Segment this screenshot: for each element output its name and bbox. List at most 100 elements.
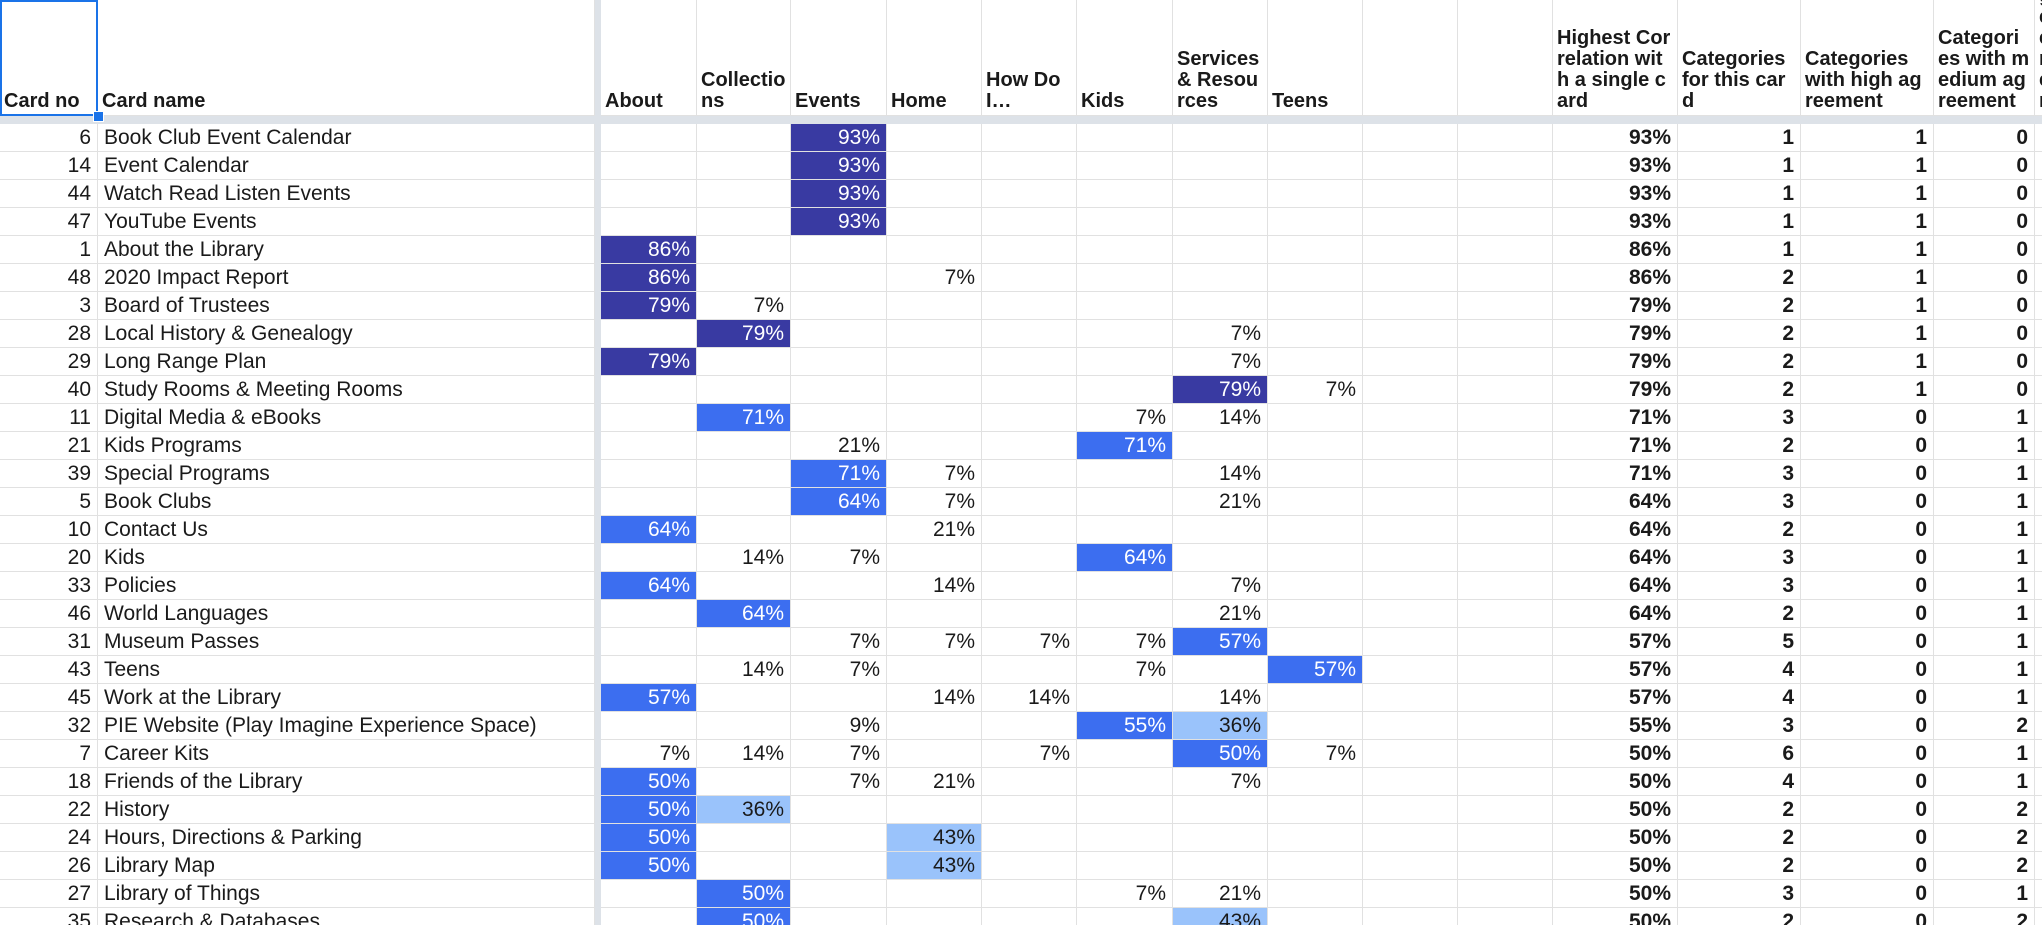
category-percent-cell[interactable]: 71% bbox=[697, 404, 791, 432]
category-percent-cell[interactable] bbox=[697, 376, 791, 404]
category-percent-cell[interactable]: 79% bbox=[601, 292, 697, 320]
card-no-cell[interactable]: 46 bbox=[0, 600, 98, 628]
categories-count-cell[interactable]: 3 bbox=[1678, 460, 1801, 488]
high-agreement-cell[interactable]: 0 bbox=[1801, 432, 1934, 460]
category-percent-cell[interactable] bbox=[982, 292, 1077, 320]
card-no-cell[interactable]: 35 bbox=[0, 908, 98, 925]
empty-cell[interactable] bbox=[1458, 712, 1553, 740]
category-percent-cell[interactable]: 93% bbox=[791, 180, 887, 208]
high-agreement-cell[interactable]: 1 bbox=[1801, 236, 1934, 264]
category-percent-cell[interactable]: 14% bbox=[887, 684, 982, 712]
category-percent-cell[interactable]: 7% bbox=[1173, 768, 1268, 796]
empty-cell[interactable] bbox=[1458, 544, 1553, 572]
highest-correlation-cell[interactable]: 79% bbox=[1553, 348, 1678, 376]
empty-cell[interactable] bbox=[1363, 740, 1458, 768]
highest-correlation-cell[interactable]: 57% bbox=[1553, 656, 1678, 684]
category-percent-cell[interactable] bbox=[1268, 488, 1363, 516]
category-percent-cell[interactable] bbox=[601, 908, 697, 925]
category-percent-cell[interactable]: 14% bbox=[1173, 684, 1268, 712]
category-percent-cell[interactable] bbox=[887, 880, 982, 908]
category-percent-cell[interactable] bbox=[601, 656, 697, 684]
card-no-cell[interactable]: 27 bbox=[0, 880, 98, 908]
category-percent-cell[interactable] bbox=[982, 208, 1077, 236]
categories-count-cell[interactable]: 3 bbox=[1678, 544, 1801, 572]
categories-count-cell[interactable]: 2 bbox=[1678, 292, 1801, 320]
high-agreement-cell[interactable]: 1 bbox=[1801, 152, 1934, 180]
category-percent-cell[interactable] bbox=[1173, 124, 1268, 152]
medium-agreement-cell[interactable]: 1 bbox=[1934, 628, 2035, 656]
highest-correlation-cell[interactable]: 64% bbox=[1553, 600, 1678, 628]
category-percent-cell[interactable]: 64% bbox=[601, 572, 697, 600]
column-header-events[interactable]: Events bbox=[791, 0, 887, 116]
empty-cell[interactable] bbox=[1363, 908, 1458, 925]
category-percent-cell[interactable] bbox=[982, 236, 1077, 264]
card-no-cell[interactable]: 6 bbox=[0, 124, 98, 152]
category-percent-cell[interactable] bbox=[1077, 208, 1173, 236]
card-name-cell[interactable]: Work at the Library bbox=[98, 684, 595, 712]
category-percent-cell[interactable] bbox=[1173, 264, 1268, 292]
card-no-cell[interactable]: 39 bbox=[0, 460, 98, 488]
medium-agreement-cell[interactable]: 0 bbox=[1934, 292, 2035, 320]
categories-count-cell[interactable]: 2 bbox=[1678, 432, 1801, 460]
empty-cell[interactable] bbox=[1363, 572, 1458, 600]
empty-cell[interactable] bbox=[1458, 824, 1553, 852]
category-percent-cell[interactable] bbox=[982, 460, 1077, 488]
medium-agreement-cell[interactable]: 1 bbox=[1934, 880, 2035, 908]
card-no-cell[interactable]: 21 bbox=[0, 432, 98, 460]
category-percent-cell[interactable] bbox=[982, 768, 1077, 796]
card-no-cell[interactable]: 18 bbox=[0, 768, 98, 796]
card-name-cell[interactable]: History bbox=[98, 796, 595, 824]
category-percent-cell[interactable] bbox=[982, 712, 1077, 740]
category-percent-cell[interactable] bbox=[887, 404, 982, 432]
category-percent-cell[interactable] bbox=[982, 376, 1077, 404]
category-percent-cell[interactable] bbox=[1077, 264, 1173, 292]
card-name-cell[interactable]: Long Range Plan bbox=[98, 348, 595, 376]
category-percent-cell[interactable] bbox=[1077, 740, 1173, 768]
category-percent-cell[interactable] bbox=[982, 544, 1077, 572]
categories-count-cell[interactable]: 2 bbox=[1678, 796, 1801, 824]
category-percent-cell[interactable]: 7% bbox=[1077, 656, 1173, 684]
category-percent-cell[interactable] bbox=[1077, 684, 1173, 712]
category-percent-cell[interactable] bbox=[1077, 320, 1173, 348]
medium-agreement-cell[interactable]: 1 bbox=[1934, 516, 2035, 544]
category-percent-cell[interactable] bbox=[982, 180, 1077, 208]
card-name-cell[interactable]: Book Clubs bbox=[98, 488, 595, 516]
category-percent-cell[interactable] bbox=[982, 572, 1077, 600]
category-percent-cell[interactable] bbox=[1268, 404, 1363, 432]
category-percent-cell[interactable]: 7% bbox=[1173, 348, 1268, 376]
card-name-cell[interactable]: Kids bbox=[98, 544, 595, 572]
category-percent-cell[interactable]: 14% bbox=[887, 572, 982, 600]
category-percent-cell[interactable]: 57% bbox=[601, 684, 697, 712]
medium-agreement-cell[interactable]: 1 bbox=[1934, 460, 2035, 488]
card-name-cell[interactable]: Watch Read Listen Events bbox=[98, 180, 595, 208]
medium-agreement-cell[interactable]: 1 bbox=[1934, 572, 2035, 600]
category-percent-cell[interactable] bbox=[982, 432, 1077, 460]
category-percent-cell[interactable]: 50% bbox=[697, 880, 791, 908]
category-percent-cell[interactable]: 7% bbox=[982, 628, 1077, 656]
column-header-cats[interactable]: Categories for this card bbox=[1678, 0, 1801, 116]
categories-count-cell[interactable]: 2 bbox=[1678, 264, 1801, 292]
medium-agreement-cell[interactable]: 2 bbox=[1934, 712, 2035, 740]
category-percent-cell[interactable] bbox=[697, 460, 791, 488]
category-percent-cell[interactable] bbox=[982, 320, 1077, 348]
category-percent-cell[interactable]: 21% bbox=[1173, 488, 1268, 516]
category-percent-cell[interactable] bbox=[697, 124, 791, 152]
category-percent-cell[interactable]: 7% bbox=[601, 740, 697, 768]
category-percent-cell[interactable]: 50% bbox=[601, 796, 697, 824]
category-percent-cell[interactable] bbox=[982, 152, 1077, 180]
empty-cell[interactable] bbox=[1458, 208, 1553, 236]
empty-cell[interactable] bbox=[1363, 600, 1458, 628]
low-agreement-cell[interactable] bbox=[2035, 320, 2042, 348]
highest-correlation-cell[interactable]: 64% bbox=[1553, 572, 1678, 600]
category-percent-cell[interactable]: 50% bbox=[601, 852, 697, 880]
low-agreement-cell[interactable] bbox=[2035, 684, 2042, 712]
low-agreement-cell[interactable] bbox=[2035, 124, 2042, 152]
highest-correlation-cell[interactable]: 50% bbox=[1553, 908, 1678, 925]
card-name-cell[interactable]: Special Programs bbox=[98, 460, 595, 488]
category-percent-cell[interactable] bbox=[1268, 908, 1363, 925]
category-percent-cell[interactable]: 14% bbox=[1173, 404, 1268, 432]
category-percent-cell[interactable] bbox=[601, 432, 697, 460]
column-header-howdoi[interactable]: How Do I… bbox=[982, 0, 1077, 116]
category-percent-cell[interactable]: 7% bbox=[887, 488, 982, 516]
low-agreement-cell[interactable] bbox=[2035, 292, 2042, 320]
